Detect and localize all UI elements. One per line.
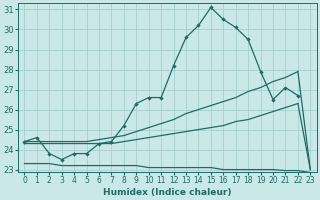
- X-axis label: Humidex (Indice chaleur): Humidex (Indice chaleur): [103, 188, 232, 197]
